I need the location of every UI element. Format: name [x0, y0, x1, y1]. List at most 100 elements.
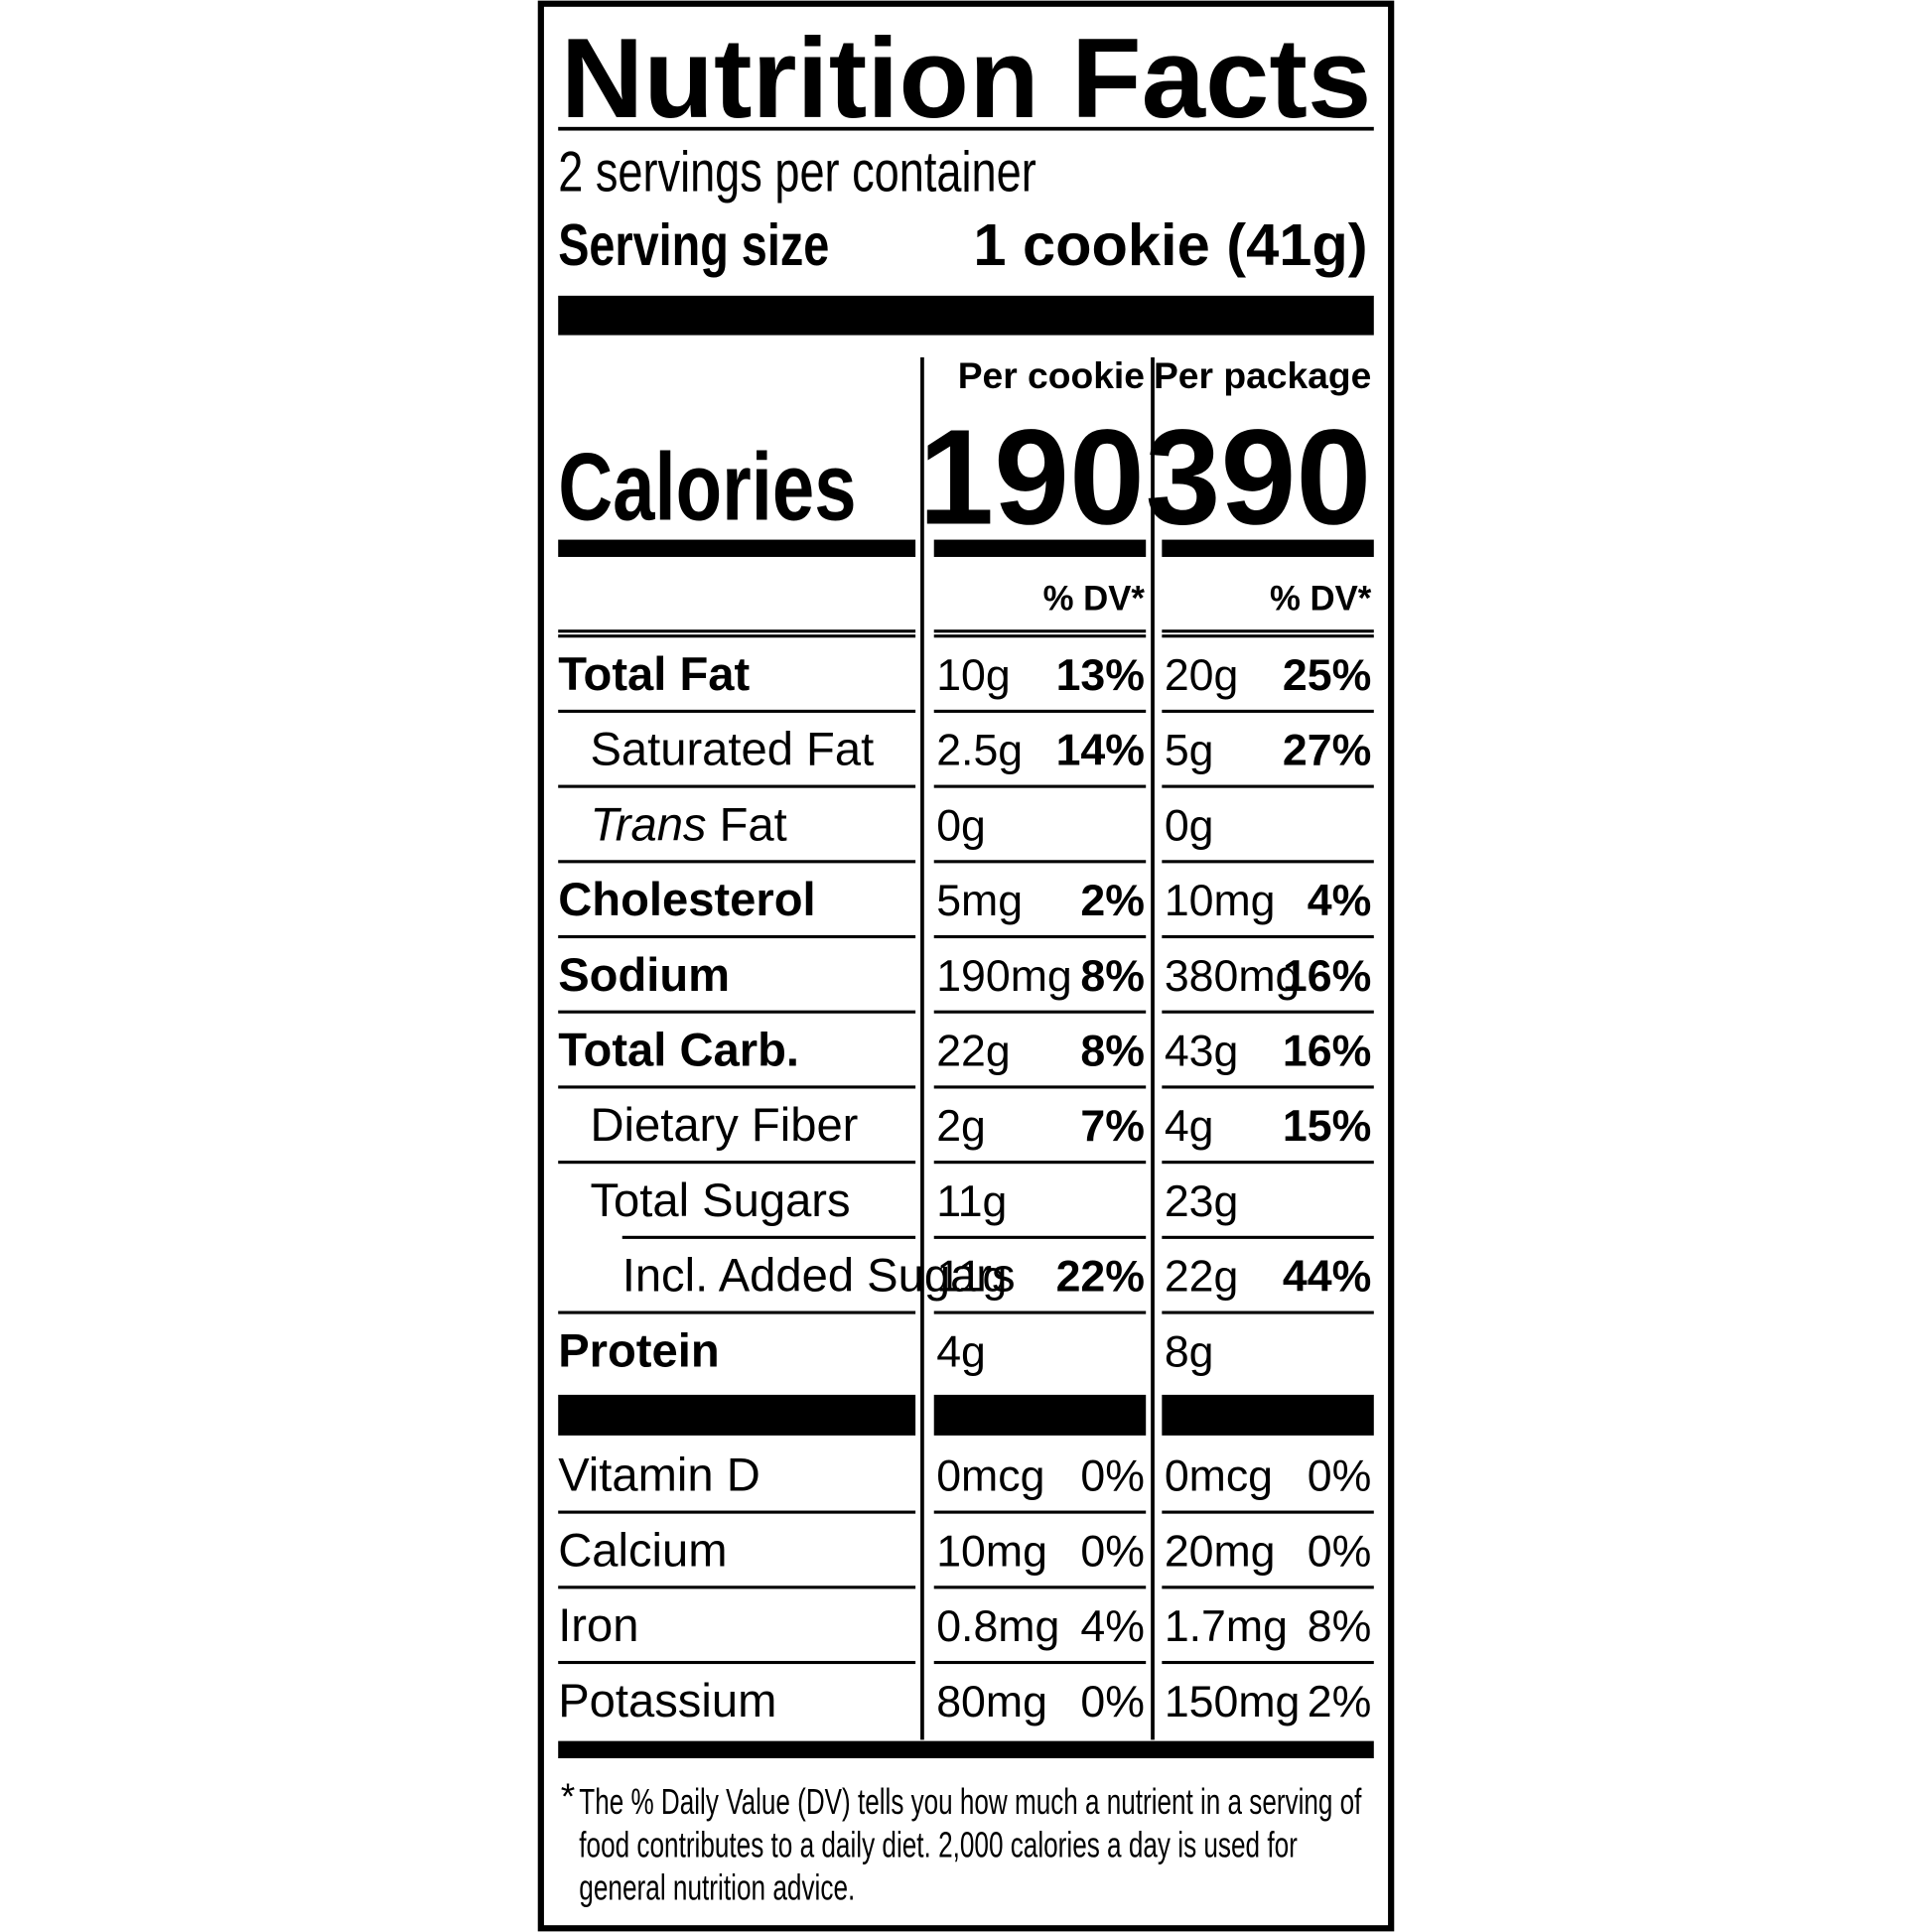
amount: 0.8mg — [936, 1602, 1059, 1651]
nutrient-label: Vitamin D — [558, 1449, 760, 1501]
nutrient-label: Total Sugars — [590, 1173, 850, 1226]
dv-header: % DV* — [1270, 580, 1372, 618]
row-rule — [933, 1085, 1147, 1089]
row-rule — [1162, 1586, 1374, 1589]
nutrient-label: Saturated Fat — [590, 723, 874, 775]
row-rule — [1162, 1235, 1374, 1239]
percent-dv: 44% — [1283, 1253, 1371, 1302]
row-rule — [558, 709, 916, 713]
row-rule — [1162, 1660, 1374, 1665]
row-rule — [1162, 1085, 1374, 1089]
row-rule — [933, 1660, 1147, 1665]
row-rule — [933, 709, 1147, 713]
percent-dv: 7% — [1080, 1102, 1145, 1151]
amount: 10mg — [936, 1527, 1047, 1576]
thick-bar — [558, 1740, 1374, 1759]
amount: 4g — [936, 1327, 986, 1376]
amount: 2g — [936, 1102, 986, 1151]
thick-bar — [1162, 1394, 1374, 1436]
thick-bar — [558, 1394, 916, 1436]
percent-dv: 0% — [1080, 1452, 1145, 1501]
nutrient-label: Trans Fat — [590, 797, 786, 850]
percent-dv: 0% — [1080, 1678, 1145, 1726]
row-rule — [1162, 860, 1374, 864]
percent-dv: 0% — [1080, 1527, 1145, 1576]
row-rule — [1162, 784, 1374, 788]
amount: 0mcg — [936, 1452, 1044, 1501]
percent-dv: 2% — [1080, 877, 1145, 925]
percent-dv: 2% — [1308, 1678, 1372, 1726]
amount: 20g — [1165, 651, 1239, 700]
thick-bar — [558, 295, 1374, 336]
row-rule — [558, 1586, 916, 1589]
title: Nutrition Facts — [561, 16, 1372, 142]
amount: 5mg — [936, 877, 1023, 925]
row-rule — [558, 1161, 916, 1165]
amount: 80mg — [936, 1678, 1047, 1726]
row-rule — [1162, 1010, 1374, 1014]
row-rule — [1162, 1510, 1374, 1514]
row-rule — [933, 1586, 1147, 1589]
percent-dv: 13% — [1056, 651, 1145, 700]
thick-bar — [933, 1394, 1147, 1436]
percent-dv: 8% — [1308, 1602, 1372, 1651]
percent-dv: 16% — [1283, 952, 1371, 1001]
row-rule — [1162, 629, 1374, 633]
nutrient-label: Dietary Fiber — [590, 1098, 858, 1151]
row-rule — [558, 1660, 916, 1665]
dv-header: % DV* — [1043, 580, 1146, 618]
row-rule — [1162, 634, 1374, 638]
nutrient-label: Total Carb. — [558, 1024, 799, 1076]
row-rule — [933, 1235, 1147, 1239]
percent-dv: 8% — [1080, 952, 1145, 1001]
row-rule — [558, 1311, 916, 1314]
percent-dv: 27% — [1283, 727, 1371, 775]
amount: 43g — [1165, 1028, 1239, 1076]
footnote-mark: * — [561, 1775, 575, 1817]
calories-value: 190 — [918, 400, 1145, 552]
amount: 2.5g — [936, 727, 1023, 775]
percent-dv: 0% — [1308, 1527, 1372, 1576]
row-rule — [1162, 1311, 1374, 1314]
percent-dv: 22% — [1056, 1253, 1145, 1302]
amount: 10g — [936, 651, 1011, 700]
amount: 1.7mg — [1165, 1602, 1288, 1651]
calories-value: 390 — [1146, 400, 1372, 552]
nutrient-label: Cholesterol — [558, 873, 815, 925]
footnote-line: food contributes to a daily diet. 2,000 … — [579, 1824, 1298, 1864]
row-rule — [558, 634, 916, 638]
percent-dv: 16% — [1283, 1028, 1371, 1076]
amount: 10mg — [1165, 877, 1276, 925]
column-divider — [1151, 356, 1155, 1740]
rule — [558, 126, 1374, 131]
row-rule — [558, 1085, 916, 1089]
column-divider — [920, 356, 924, 1740]
serving-size-label: Serving size — [558, 211, 829, 278]
row-rule — [621, 1235, 916, 1239]
amount: 5g — [1165, 727, 1214, 775]
row-rule — [933, 1010, 1147, 1014]
nutrient-label: Sodium — [558, 948, 730, 1001]
amount: 23g — [1165, 1177, 1239, 1226]
amount: 8g — [1165, 1327, 1214, 1376]
servings: 2 servings per container — [558, 140, 1036, 204]
percent-dv: 25% — [1283, 651, 1371, 700]
row-rule — [558, 629, 916, 633]
nutrient-label: Iron — [558, 1598, 638, 1651]
row-rule — [558, 934, 916, 939]
amount: 190mg — [936, 952, 1072, 1001]
row-rule — [933, 784, 1147, 788]
nutrient-label: Protein — [558, 1323, 719, 1376]
column-header: Per package — [1154, 354, 1371, 396]
amount: 11g — [936, 1253, 1007, 1302]
row-rule — [558, 784, 916, 788]
row-rule — [1162, 934, 1374, 939]
amount: 20mg — [1165, 1527, 1276, 1576]
row-rule — [933, 634, 1147, 638]
percent-dv: 0% — [1308, 1452, 1372, 1501]
nutrient-label: Potassium — [558, 1674, 776, 1726]
calories-label: Calories — [558, 433, 856, 541]
row-rule — [933, 1510, 1147, 1514]
amount: 4g — [1165, 1102, 1214, 1151]
